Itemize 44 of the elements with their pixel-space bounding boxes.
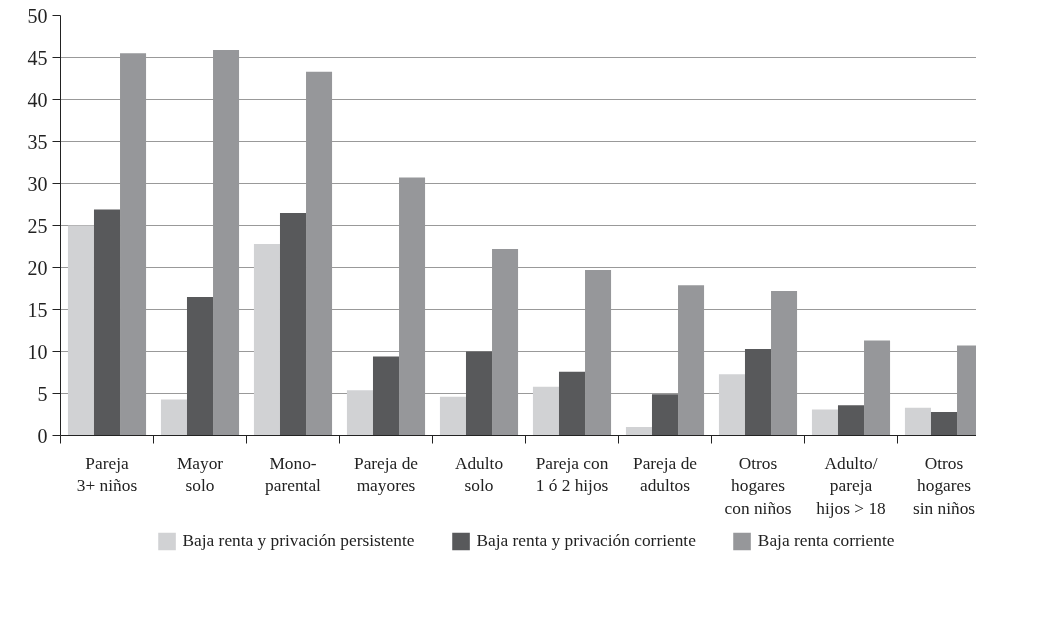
- y-tick-label: 0: [37, 424, 48, 447]
- x-tick-label: Pareja con 1 ó 2 hijos: [535, 453, 609, 496]
- bar: [67, 225, 94, 436]
- bar: [253, 243, 280, 436]
- bar: [558, 371, 586, 436]
- y-tick-label: 45: [27, 46, 48, 69]
- bar: [651, 394, 679, 436]
- x-tick-label: Adulto/ pareja hijos > 18: [816, 453, 886, 519]
- y-tick-label: 10: [27, 340, 48, 363]
- y-tick-label: 30: [27, 172, 48, 195]
- bar: [811, 409, 838, 436]
- bar: [439, 396, 466, 436]
- bar: [625, 427, 652, 436]
- x-tick-label: Pareja 3+ niños: [76, 453, 138, 496]
- bar: [532, 386, 559, 436]
- x-tick-label: Otros hogares con niños: [724, 453, 792, 519]
- bar: [904, 407, 931, 436]
- bar: [346, 390, 373, 436]
- bar: [930, 411, 958, 436]
- y-tick-label: 35: [27, 130, 48, 153]
- x-tick-label: Pareja de mayores: [354, 453, 419, 496]
- bar: [279, 212, 307, 436]
- legend-label: Baja renta corriente: [757, 531, 895, 551]
- bar: [837, 405, 865, 436]
- x-tick-label: Adulto solo: [454, 453, 504, 496]
- bar: [93, 209, 121, 436]
- y-tick-label: 25: [27, 214, 48, 237]
- bar: [744, 348, 772, 436]
- bar: [465, 351, 493, 436]
- x-tick-label: Mayor solo: [176, 453, 224, 496]
- bar: [186, 296, 214, 436]
- x-tick-label: Pareja de adultos: [633, 453, 698, 496]
- bar: [718, 374, 745, 436]
- y-tick-label: 50: [27, 4, 48, 27]
- bar: [160, 399, 187, 436]
- y-tick-label: 40: [27, 88, 48, 111]
- legend-label: Baja renta y privación corriente: [476, 531, 696, 551]
- legend-label: Baja renta y privación persistente: [182, 531, 415, 551]
- y-tick-label: 15: [27, 298, 48, 321]
- x-tick-label: Mono- parental: [265, 453, 322, 496]
- bar: [372, 356, 400, 436]
- x-tick-label: Otros hogares sin niños: [912, 453, 976, 519]
- y-tick-label: 20: [27, 256, 48, 279]
- y-tick-label: 5: [37, 382, 48, 405]
